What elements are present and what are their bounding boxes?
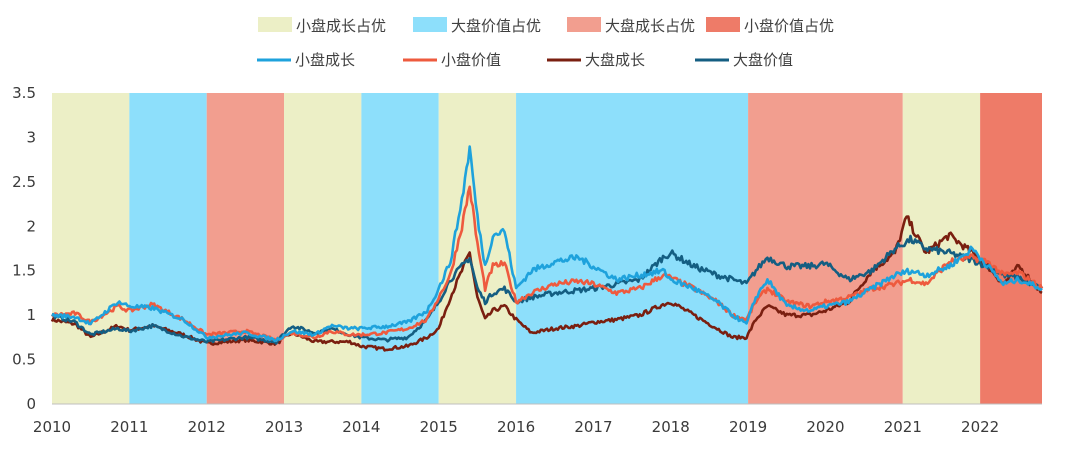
y-tick-label: 2 (26, 217, 36, 235)
y-tick-label: 3.5 (12, 84, 36, 102)
x-tick-label: 2022 (961, 418, 999, 436)
regime-legend-item: 大盘成长占优 (567, 17, 695, 35)
regime-legend-swatch (567, 17, 601, 32)
regime-bands (52, 93, 1042, 404)
x-tick-label: 2017 (574, 418, 612, 436)
x-tick-label: 2015 (420, 418, 458, 436)
regime-band (516, 93, 749, 404)
y-tick-label: 1.5 (12, 262, 36, 280)
regime-legend-item: 小盘价值占优 (706, 17, 834, 35)
regime-legend: 小盘成长占优 大盘价值占优 大盘成长占优 小盘价值占优 (258, 17, 834, 35)
x-tick-label: 2011 (110, 418, 148, 436)
regime-legend-label: 小盘价值占优 (744, 17, 834, 35)
series-line (51, 185, 1044, 343)
series-legend-label: 大盘价值 (733, 51, 793, 69)
regime-band (748, 93, 903, 404)
y-tick-label: 1 (26, 306, 36, 324)
regime-band (980, 93, 1042, 404)
x-tick-label: 2018 (652, 418, 690, 436)
regime-band (284, 93, 362, 404)
regime-legend-label: 大盘成长占优 (605, 17, 695, 35)
regime-legend-item: 小盘成长占优 (258, 17, 386, 35)
regime-legend-item: 大盘价值占优 (413, 17, 541, 35)
regime-band (361, 93, 439, 404)
series-legend-label: 小盘价值 (441, 51, 501, 69)
y-tick-label: 0 (26, 395, 36, 413)
x-tick-label: 2016 (497, 418, 535, 436)
series-line (52, 234, 1044, 345)
axes: 0 0.5 1 1.5 2 2.5 3 3.5 2010 2011 2012 2013 2014 2015… (12, 84, 1042, 436)
x-tick-label: 2019 (729, 418, 767, 436)
regime-legend-swatch (706, 17, 740, 32)
series-legend-item: 大盘价值 (695, 51, 793, 69)
regime-band (129, 93, 207, 404)
regime-band (52, 93, 130, 404)
y-tick-label: 3 (26, 128, 36, 146)
y-tick-label: 2.5 (12, 173, 36, 191)
x-tick-label: 2012 (188, 418, 226, 436)
regime-legend-label: 小盘成长占优 (296, 17, 386, 35)
series-legend-label: 大盘成长 (585, 51, 645, 69)
x-tick-label: 2013 (265, 418, 303, 436)
regime-legend-swatch (413, 17, 447, 32)
x-tick-label: 2014 (342, 418, 380, 436)
series-lines (50, 145, 1044, 352)
regime-band (206, 93, 285, 404)
regime-legend-swatch (258, 17, 292, 32)
x-tick-label: 2010 (33, 418, 71, 436)
regime-legend-label: 大盘价值占优 (451, 17, 541, 35)
series-legend-item: 大盘成长 (547, 51, 645, 69)
x-tick-label: 2020 (806, 418, 844, 436)
series-line (51, 145, 1043, 343)
series-legend: 小盘成长 小盘价值 大盘成长 大盘价值 (257, 51, 793, 69)
y-tick-label: 0.5 (12, 351, 36, 369)
x-tick-label: 2021 (884, 418, 922, 436)
series-legend-item: 小盘成长 (257, 51, 355, 69)
series-legend-label: 小盘成长 (295, 51, 355, 69)
series-legend-item: 小盘价值 (403, 51, 501, 69)
